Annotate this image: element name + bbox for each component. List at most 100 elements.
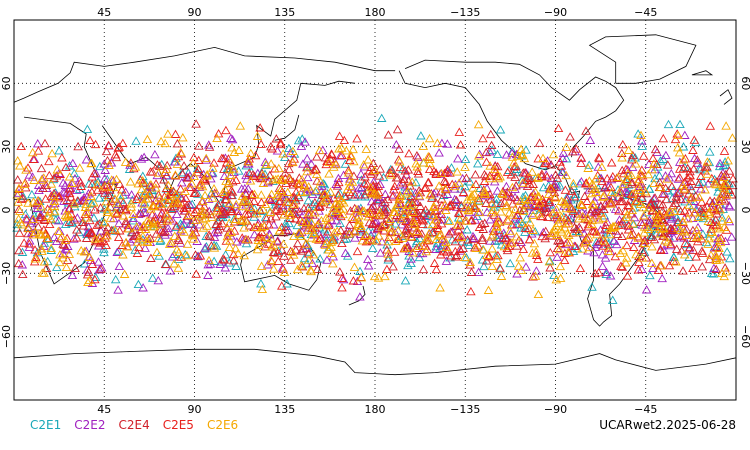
occultation-marker [431, 186, 441, 196]
occultation-marker [347, 212, 357, 222]
occultation-marker [21, 165, 31, 174]
occultation-marker [714, 243, 724, 253]
occultation-marker [496, 207, 506, 216]
occultation-marker [344, 229, 354, 238]
occultation-marker [297, 134, 307, 143]
occultation-marker [529, 238, 540, 248]
occultation-marker [631, 159, 641, 168]
occultation-marker [390, 227, 400, 237]
occultation-marker [100, 165, 110, 174]
occultation-marker [431, 169, 441, 178]
product-stamp: UCARwet2.2025-06-28 [599, 418, 736, 432]
occultation-marker [538, 160, 548, 170]
occultation-marker [385, 214, 395, 223]
occultation-marker [225, 204, 236, 214]
occultation-marker [279, 251, 289, 260]
occultation-marker [28, 154, 39, 163]
occultation-marker [273, 256, 284, 265]
occultation-marker [561, 170, 571, 180]
occultation-marker [622, 271, 633, 280]
occultation-marker [674, 147, 685, 157]
occultation-marker [273, 188, 283, 198]
occultation-marker [393, 225, 403, 235]
occultation-marker [556, 161, 567, 170]
occultation-marker [684, 208, 694, 217]
occultation-marker [302, 187, 312, 196]
occultation-marker [339, 234, 349, 243]
occultation-marker [69, 201, 80, 211]
occultation-marker [520, 223, 531, 232]
occultation-marker [113, 285, 123, 294]
occultation-marker [312, 176, 322, 185]
occultation-marker [207, 168, 217, 178]
occultation-marker [37, 246, 47, 256]
occultation-marker [479, 261, 489, 271]
occultation-marker [477, 235, 488, 244]
occultation-marker [408, 216, 419, 226]
occultation-marker [558, 153, 568, 162]
occultation-marker [450, 184, 460, 193]
occultation-marker [513, 261, 524, 270]
occultation-marker [140, 224, 151, 233]
occultation-marker [468, 183, 478, 192]
occultation-marker [63, 241, 73, 250]
occultation-marker [110, 274, 121, 284]
occultation-marker [531, 246, 541, 256]
occultation-marker [33, 146, 44, 155]
occultation-marker [637, 253, 648, 262]
occultation-marker [100, 182, 111, 191]
occultation-marker [173, 151, 184, 161]
occultation-marker [467, 215, 477, 225]
occultation-marker [193, 211, 204, 221]
occultation-marker [506, 170, 517, 179]
occultation-marker [655, 182, 666, 192]
occultation-marker [507, 152, 518, 161]
occultation-marker [261, 159, 271, 169]
occultation-marker [284, 173, 294, 183]
occultation-marker [83, 222, 94, 231]
occultation-marker [257, 284, 268, 294]
occultation-marker [274, 163, 284, 173]
occultation-marker [73, 141, 83, 151]
occultation-marker [621, 164, 631, 173]
occultation-marker [528, 210, 538, 220]
occultation-marker [330, 199, 340, 208]
occultation-marker [675, 164, 685, 173]
occultation-marker [516, 265, 527, 274]
occultation-marker [90, 274, 100, 284]
occultation-marker [719, 172, 729, 181]
occultation-marker [363, 254, 373, 264]
occultation-marker [266, 255, 276, 265]
occultation-marker [252, 208, 262, 218]
occultation-marker [533, 289, 544, 299]
occultation-marker [96, 226, 106, 235]
occultation-marker [193, 189, 203, 198]
occultation-marker [478, 133, 488, 143]
occultation-marker [114, 199, 124, 209]
occultation-marker [424, 228, 434, 238]
occultation-marker [155, 199, 165, 208]
occultation-marker [14, 183, 24, 192]
occultation-marker [361, 230, 372, 239]
occultation-marker [106, 196, 116, 206]
occultation-marker [604, 198, 615, 207]
occultation-marker [249, 189, 260, 198]
occultation-marker [126, 199, 137, 208]
occultation-marker [266, 213, 276, 223]
occultation-marker [79, 246, 90, 256]
occultation-marker [204, 142, 215, 151]
occultation-marker [569, 191, 580, 201]
occultation-marker [253, 218, 264, 227]
occultation-marker [492, 186, 503, 195]
occultation-marker [297, 261, 308, 271]
occultation-marker [163, 223, 173, 232]
occultation-marker [310, 197, 320, 207]
occultation-marker [372, 190, 383, 199]
occultation-marker [14, 228, 25, 237]
occultation-marker [376, 113, 387, 122]
occultation-marker [103, 222, 113, 232]
occultation-marker [719, 222, 729, 231]
occultation-marker [24, 239, 35, 248]
occultation-marker [213, 200, 224, 209]
lat-tick-right: −60 [739, 325, 750, 348]
